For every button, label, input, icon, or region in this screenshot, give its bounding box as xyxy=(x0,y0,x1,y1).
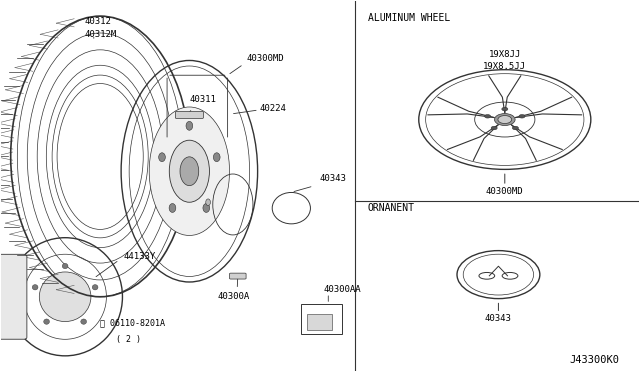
Text: 40312M: 40312M xyxy=(84,30,116,39)
Text: 40300MD: 40300MD xyxy=(246,54,284,63)
Ellipse shape xyxy=(180,157,199,186)
Circle shape xyxy=(495,113,515,125)
Text: ③ 06110-8201A: ③ 06110-8201A xyxy=(100,318,165,327)
Circle shape xyxy=(519,115,525,118)
Text: 40312: 40312 xyxy=(84,17,111,26)
Text: 40300A: 40300A xyxy=(218,292,250,301)
Text: 19X8JJ: 19X8JJ xyxy=(489,51,521,60)
Text: 44133Y: 44133Y xyxy=(124,251,156,261)
Bar xyxy=(301,304,342,334)
Text: 19X8.5JJ: 19X8.5JJ xyxy=(483,61,526,71)
Text: 40300MD: 40300MD xyxy=(486,187,524,196)
Text: 40311: 40311 xyxy=(189,95,216,104)
Ellipse shape xyxy=(32,285,38,290)
Ellipse shape xyxy=(169,203,176,212)
FancyBboxPatch shape xyxy=(175,112,204,118)
FancyBboxPatch shape xyxy=(230,273,246,279)
Ellipse shape xyxy=(206,199,211,206)
Ellipse shape xyxy=(203,203,210,212)
Ellipse shape xyxy=(213,153,220,161)
Circle shape xyxy=(513,126,518,130)
Ellipse shape xyxy=(44,319,49,324)
Text: 40224: 40224 xyxy=(259,104,286,113)
Bar xyxy=(307,314,332,330)
Ellipse shape xyxy=(186,121,193,130)
Circle shape xyxy=(498,116,511,124)
Text: ALUMINUM WHEEL: ALUMINUM WHEEL xyxy=(368,13,450,23)
Text: ( 2 ): ( 2 ) xyxy=(116,335,141,344)
Ellipse shape xyxy=(92,285,98,290)
Text: J43300K0: J43300K0 xyxy=(570,355,620,365)
Text: ORNANENT: ORNANENT xyxy=(368,203,415,213)
Ellipse shape xyxy=(159,153,165,161)
Ellipse shape xyxy=(62,263,68,269)
Circle shape xyxy=(484,115,491,118)
Ellipse shape xyxy=(81,319,86,324)
Ellipse shape xyxy=(149,107,230,235)
Text: 40300AA: 40300AA xyxy=(323,285,361,294)
Ellipse shape xyxy=(170,140,209,202)
Ellipse shape xyxy=(39,272,91,321)
Circle shape xyxy=(502,108,508,111)
Text: 40343: 40343 xyxy=(320,174,347,183)
FancyBboxPatch shape xyxy=(0,254,27,339)
Circle shape xyxy=(491,126,497,130)
Text: 40343: 40343 xyxy=(485,314,512,323)
